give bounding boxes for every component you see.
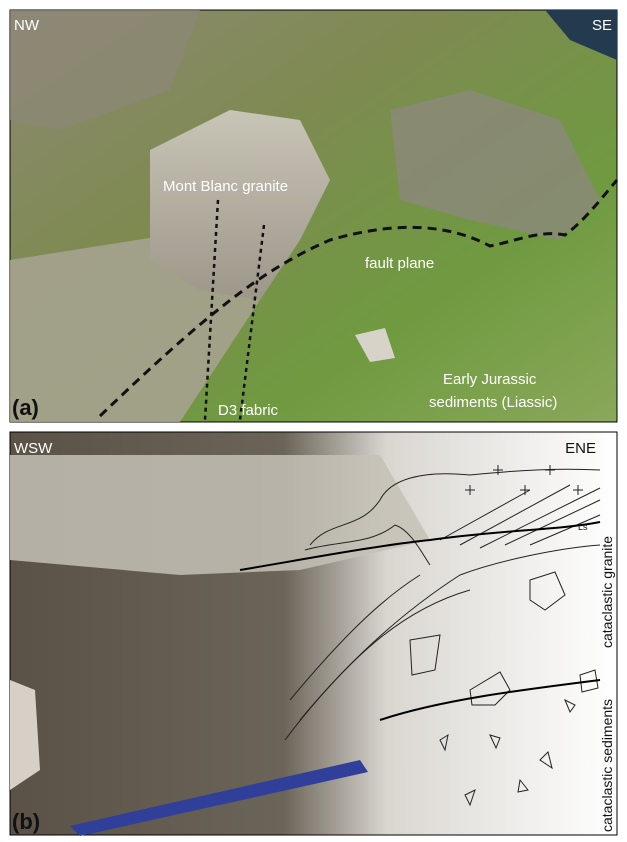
panel-b: WSW ENE Ls cataclastic granite cataclast…	[10, 432, 617, 836]
annotation: cataclastic sediments	[599, 699, 615, 832]
annotation: Mont Blanc granite	[163, 178, 288, 195]
panel-a: NW SE Mont Blanc granite fault plane Ear…	[10, 10, 617, 422]
annotation: sediments (Liassic)	[429, 394, 557, 411]
annotation: Ls	[578, 522, 588, 532]
annotation: fault plane	[365, 255, 434, 272]
direction: NW	[14, 17, 40, 34]
figure: NW SE Mont Blanc granite fault plane Ear…	[0, 0, 627, 842]
annotation: cataclastic granite	[599, 536, 615, 648]
page: NW SE Mont Blanc granite fault plane Ear…	[0, 0, 627, 842]
direction: SE	[592, 17, 612, 34]
direction: ENE	[565, 440, 596, 457]
panel-label: (a)	[12, 395, 39, 420]
direction: WSW	[14, 440, 53, 457]
annotation: D3 fabric	[218, 402, 279, 419]
panel-label: (b)	[12, 809, 40, 834]
annotation: Early Jurassic	[443, 371, 537, 388]
